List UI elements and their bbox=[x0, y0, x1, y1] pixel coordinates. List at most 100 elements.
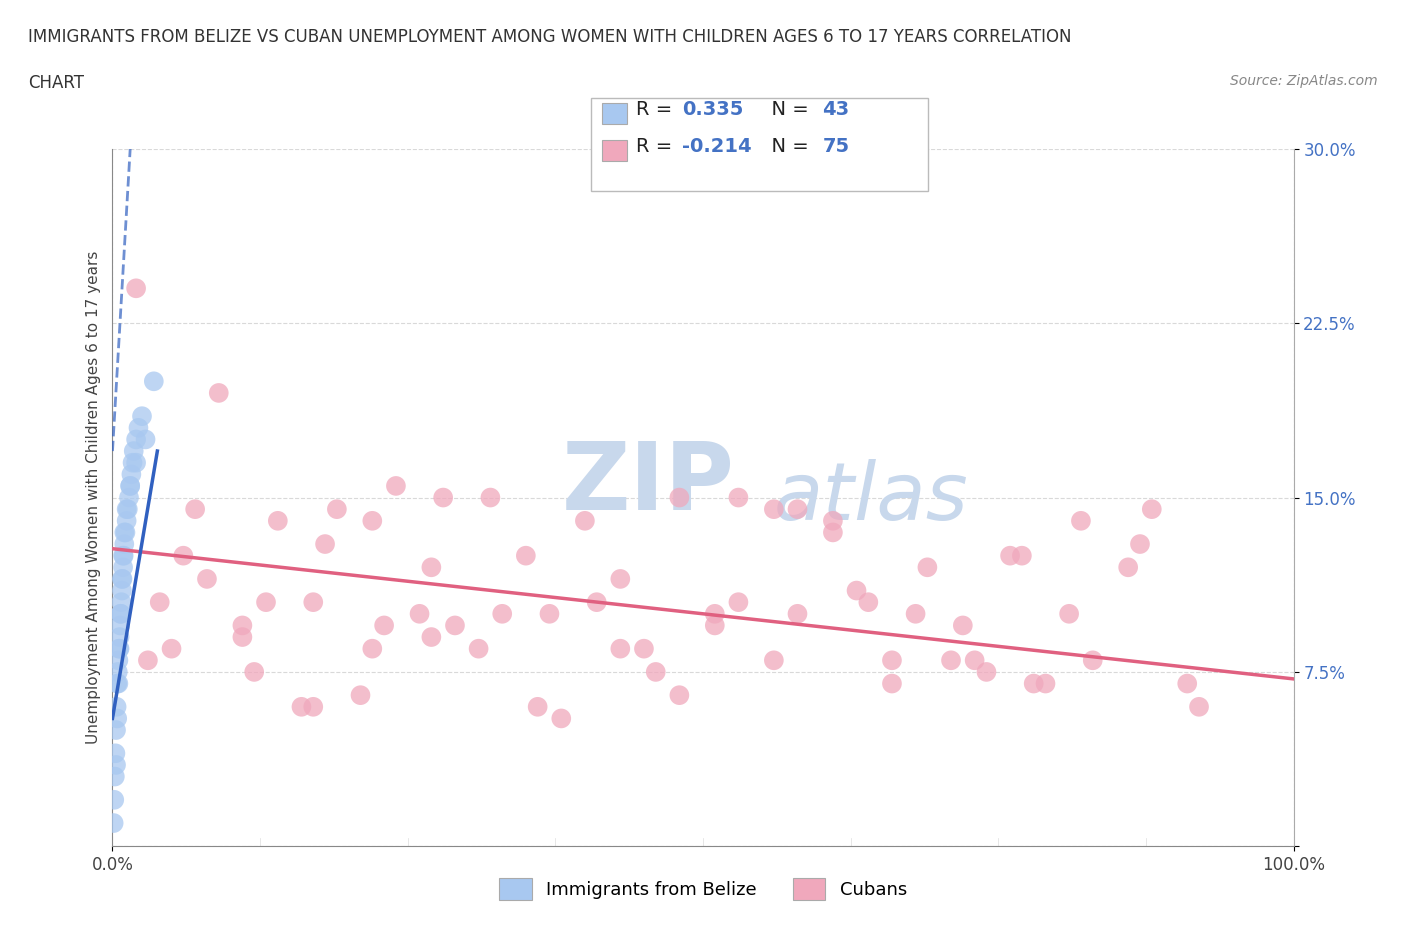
Point bbox=[127, 420, 149, 435]
Point bbox=[703, 618, 725, 633]
Point bbox=[963, 653, 986, 668]
Point bbox=[302, 699, 325, 714]
Point bbox=[108, 642, 131, 657]
Point bbox=[1129, 537, 1152, 551]
Point bbox=[349, 688, 371, 703]
Point bbox=[479, 490, 502, 505]
Point bbox=[880, 676, 903, 691]
Text: ZIP: ZIP bbox=[561, 438, 734, 529]
Point bbox=[160, 642, 183, 657]
Point bbox=[703, 606, 725, 621]
Point bbox=[115, 502, 138, 517]
Point bbox=[195, 571, 218, 587]
Point bbox=[122, 444, 145, 458]
Point bbox=[880, 653, 903, 668]
Point bbox=[114, 525, 136, 540]
Point bbox=[104, 769, 127, 784]
Point bbox=[110, 606, 132, 621]
Point bbox=[112, 525, 135, 540]
Point bbox=[821, 525, 844, 540]
Point bbox=[762, 653, 785, 668]
Point bbox=[1081, 653, 1104, 668]
Point bbox=[904, 606, 927, 621]
Point bbox=[727, 490, 749, 505]
Point bbox=[408, 606, 430, 621]
Point bbox=[1011, 549, 1033, 564]
Point bbox=[952, 618, 974, 633]
Point bbox=[112, 537, 135, 551]
Point bbox=[1035, 676, 1057, 691]
Point bbox=[208, 386, 231, 401]
Text: 75: 75 bbox=[823, 138, 849, 156]
Point bbox=[125, 432, 148, 447]
Text: 0.335: 0.335 bbox=[682, 100, 744, 119]
Point bbox=[290, 699, 312, 714]
Point bbox=[111, 571, 134, 587]
Point bbox=[111, 583, 134, 598]
Text: R =: R = bbox=[636, 100, 678, 119]
Point bbox=[105, 723, 128, 737]
Point bbox=[668, 688, 690, 703]
Point bbox=[302, 595, 325, 610]
Point bbox=[1140, 502, 1163, 517]
Point bbox=[644, 665, 666, 680]
Point bbox=[1188, 699, 1211, 714]
Point bbox=[105, 676, 128, 691]
Point bbox=[762, 502, 785, 517]
Point bbox=[115, 513, 138, 528]
Point bbox=[104, 746, 127, 761]
Point bbox=[108, 618, 131, 633]
Text: IMMIGRANTS FROM BELIZE VS CUBAN UNEMPLOYMENT AMONG WOMEN WITH CHILDREN AGES 6 TO: IMMIGRANTS FROM BELIZE VS CUBAN UNEMPLOY… bbox=[28, 28, 1071, 46]
Point bbox=[1057, 606, 1080, 621]
Text: -0.214: -0.214 bbox=[682, 138, 752, 156]
Point bbox=[118, 490, 141, 505]
Point bbox=[976, 665, 998, 680]
Point bbox=[585, 595, 607, 610]
Text: N =: N = bbox=[759, 100, 815, 119]
Legend: Immigrants from Belize, Cubans: Immigrants from Belize, Cubans bbox=[492, 870, 914, 907]
Point bbox=[1070, 513, 1092, 528]
Point bbox=[420, 560, 443, 575]
Point bbox=[609, 642, 631, 657]
Text: Source: ZipAtlas.com: Source: ZipAtlas.com bbox=[1230, 74, 1378, 88]
Point bbox=[668, 490, 690, 505]
Point bbox=[609, 571, 631, 587]
Point bbox=[727, 595, 749, 610]
Point bbox=[526, 699, 548, 714]
Point bbox=[125, 281, 148, 296]
Point bbox=[105, 711, 128, 726]
Point bbox=[120, 479, 142, 494]
Point bbox=[939, 653, 962, 668]
Point bbox=[108, 642, 131, 657]
Point bbox=[1022, 676, 1045, 691]
Point bbox=[112, 549, 135, 564]
Point bbox=[107, 676, 129, 691]
Point bbox=[117, 502, 139, 517]
Point bbox=[136, 653, 159, 668]
Point bbox=[110, 595, 132, 610]
Point bbox=[108, 630, 131, 644]
Point bbox=[184, 502, 207, 517]
Point bbox=[385, 479, 408, 494]
Point bbox=[149, 595, 172, 610]
Point bbox=[172, 549, 194, 564]
Point bbox=[373, 618, 395, 633]
Point bbox=[1116, 560, 1139, 575]
Point bbox=[131, 409, 153, 424]
Text: atlas: atlas bbox=[773, 458, 969, 537]
Point bbox=[491, 606, 513, 621]
Point bbox=[574, 513, 596, 528]
Point bbox=[107, 653, 129, 668]
Point bbox=[231, 618, 253, 633]
Point bbox=[432, 490, 454, 505]
Point bbox=[107, 665, 129, 680]
Point bbox=[420, 630, 443, 644]
Text: CHART: CHART bbox=[28, 74, 84, 92]
Y-axis label: Unemployment Among Women with Children Ages 6 to 17 years: Unemployment Among Women with Children A… bbox=[86, 251, 101, 744]
Point bbox=[231, 630, 253, 644]
Point bbox=[267, 513, 290, 528]
Point bbox=[1175, 676, 1198, 691]
Text: R =: R = bbox=[636, 138, 678, 156]
Point bbox=[538, 606, 561, 621]
Point bbox=[326, 502, 349, 517]
